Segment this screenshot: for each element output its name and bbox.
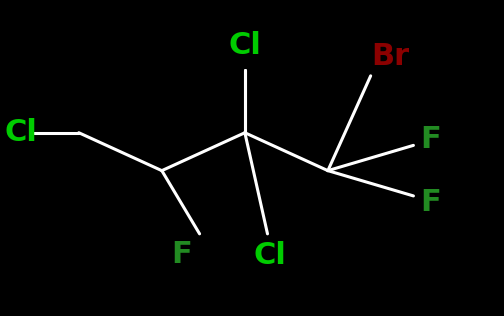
Text: Cl: Cl (5, 118, 37, 147)
Text: F: F (171, 240, 193, 269)
Text: F: F (421, 188, 442, 217)
Text: Br: Br (372, 42, 410, 71)
Text: F: F (421, 125, 442, 154)
Text: Cl: Cl (254, 241, 286, 270)
Text: Cl: Cl (228, 31, 261, 60)
